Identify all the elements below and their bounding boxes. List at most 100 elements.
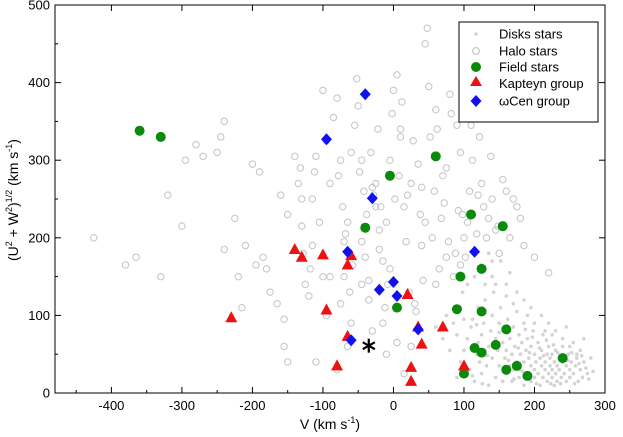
halo-star-point bbox=[241, 241, 250, 250]
disk-star-point bbox=[539, 348, 544, 353]
halo-star-point bbox=[360, 187, 368, 195]
disk-star-point bbox=[490, 313, 494, 318]
disk-star-point bbox=[529, 364, 533, 368]
halo-star-point bbox=[467, 121, 475, 130]
halo-star-point bbox=[301, 280, 310, 289]
field-star-point bbox=[476, 263, 487, 274]
halo-star-point bbox=[340, 272, 348, 281]
field-star-point bbox=[384, 170, 395, 181]
omega-cen-group-point bbox=[469, 245, 481, 258]
field-star-point bbox=[455, 271, 466, 282]
x-tick-label: 0 bbox=[390, 398, 397, 413]
disk-star-point bbox=[543, 329, 547, 333]
legend-field-marker bbox=[471, 62, 481, 72]
disk-star-point bbox=[534, 360, 538, 364]
field-star-point bbox=[476, 306, 487, 317]
halo-star-point bbox=[255, 168, 264, 176]
halo-star-point bbox=[502, 187, 511, 195]
halo-star-point bbox=[403, 191, 412, 199]
disk-star-point bbox=[571, 371, 576, 376]
field-stars-series bbox=[134, 125, 568, 381]
plot-frame bbox=[54, 4, 606, 394]
disk-star-point bbox=[506, 358, 511, 363]
halo-star-point bbox=[374, 125, 382, 133]
halo-star-point bbox=[336, 156, 345, 164]
star-marker-stroke bbox=[362, 341, 376, 351]
disk-star-point bbox=[569, 360, 573, 364]
field-star-point bbox=[360, 222, 371, 233]
disk-star-point bbox=[576, 379, 581, 384]
disk-star-point bbox=[444, 313, 449, 318]
halo-star-point bbox=[319, 272, 327, 281]
halo-star-point bbox=[386, 156, 394, 164]
halo-star-point bbox=[375, 226, 384, 234]
kapteyn-group-point bbox=[341, 258, 354, 270]
halo-star-point bbox=[308, 195, 317, 203]
x-tick-label: 300 bbox=[594, 398, 616, 413]
disk-star-point bbox=[511, 301, 516, 306]
halo-star-point bbox=[347, 148, 355, 157]
disk-star-point bbox=[538, 383, 542, 388]
x-axis-label: V (km s-1) bbox=[300, 415, 360, 432]
disk-star-point bbox=[539, 313, 544, 318]
disk-star-point bbox=[548, 364, 552, 368]
disk-star-point bbox=[543, 367, 547, 372]
disk-star-point bbox=[493, 375, 498, 380]
halo-star-point bbox=[238, 303, 246, 312]
disk-star-point bbox=[567, 375, 572, 380]
halo-stars-series bbox=[90, 24, 553, 378]
disk-star-point bbox=[485, 353, 490, 358]
kapteyn-group-point bbox=[225, 311, 238, 323]
legend-omega-label: ωCen group bbox=[499, 94, 570, 109]
halo-star-point bbox=[368, 183, 377, 192]
disk-star-point bbox=[525, 336, 530, 341]
disk-star-point bbox=[591, 369, 595, 374]
omega-cen-group-point bbox=[373, 283, 385, 296]
disk-star-point bbox=[534, 381, 539, 386]
halo-star-point bbox=[506, 234, 514, 242]
halo-star-point bbox=[252, 261, 260, 269]
halo-star-point bbox=[513, 203, 521, 211]
halo-star-point bbox=[439, 171, 447, 180]
disk-star-point bbox=[503, 356, 507, 360]
disk-star-point bbox=[486, 344, 491, 349]
disk-star-point bbox=[536, 371, 540, 376]
disk-star-point bbox=[500, 340, 505, 345]
halo-star-point bbox=[379, 257, 387, 265]
disk-star-point bbox=[460, 290, 465, 294]
disk-star-point bbox=[472, 379, 477, 384]
disk-star-point bbox=[504, 282, 509, 287]
halo-star-point bbox=[391, 195, 399, 203]
disk-star-point bbox=[550, 333, 554, 337]
halo-star-point bbox=[345, 288, 354, 296]
disk-star-point bbox=[562, 371, 566, 376]
disk-star-point bbox=[497, 330, 502, 335]
kapteyn-group-point bbox=[331, 359, 344, 371]
halo-star-point bbox=[213, 148, 221, 157]
halo-star-point bbox=[290, 152, 299, 161]
disk-star-point bbox=[552, 360, 557, 364]
halo-star-point bbox=[454, 206, 463, 215]
halo-star-point bbox=[329, 113, 338, 122]
halo-star-point bbox=[280, 342, 288, 351]
disk-star-point bbox=[516, 346, 521, 350]
halo-star-point bbox=[398, 98, 406, 106]
disk-star-point bbox=[476, 340, 480, 345]
halo-star-point bbox=[437, 214, 446, 223]
halo-star-point bbox=[396, 125, 405, 133]
disk-star-point bbox=[529, 344, 533, 349]
kapteyn-group-point bbox=[415, 337, 428, 349]
halo-star-point bbox=[453, 121, 461, 130]
disk-star-point bbox=[541, 333, 545, 337]
disk-star-point bbox=[531, 329, 535, 333]
halo-star-point bbox=[516, 214, 525, 223]
halo-star-point bbox=[353, 74, 361, 83]
halo-star-point bbox=[386, 265, 394, 273]
halo-star-point bbox=[460, 234, 468, 242]
field-star-point bbox=[466, 209, 477, 220]
disk-star-point bbox=[544, 338, 549, 343]
disk-star-point bbox=[497, 364, 502, 368]
field-star-point bbox=[469, 342, 480, 353]
disk-star-point bbox=[577, 361, 581, 366]
halo-star-point bbox=[312, 358, 320, 366]
